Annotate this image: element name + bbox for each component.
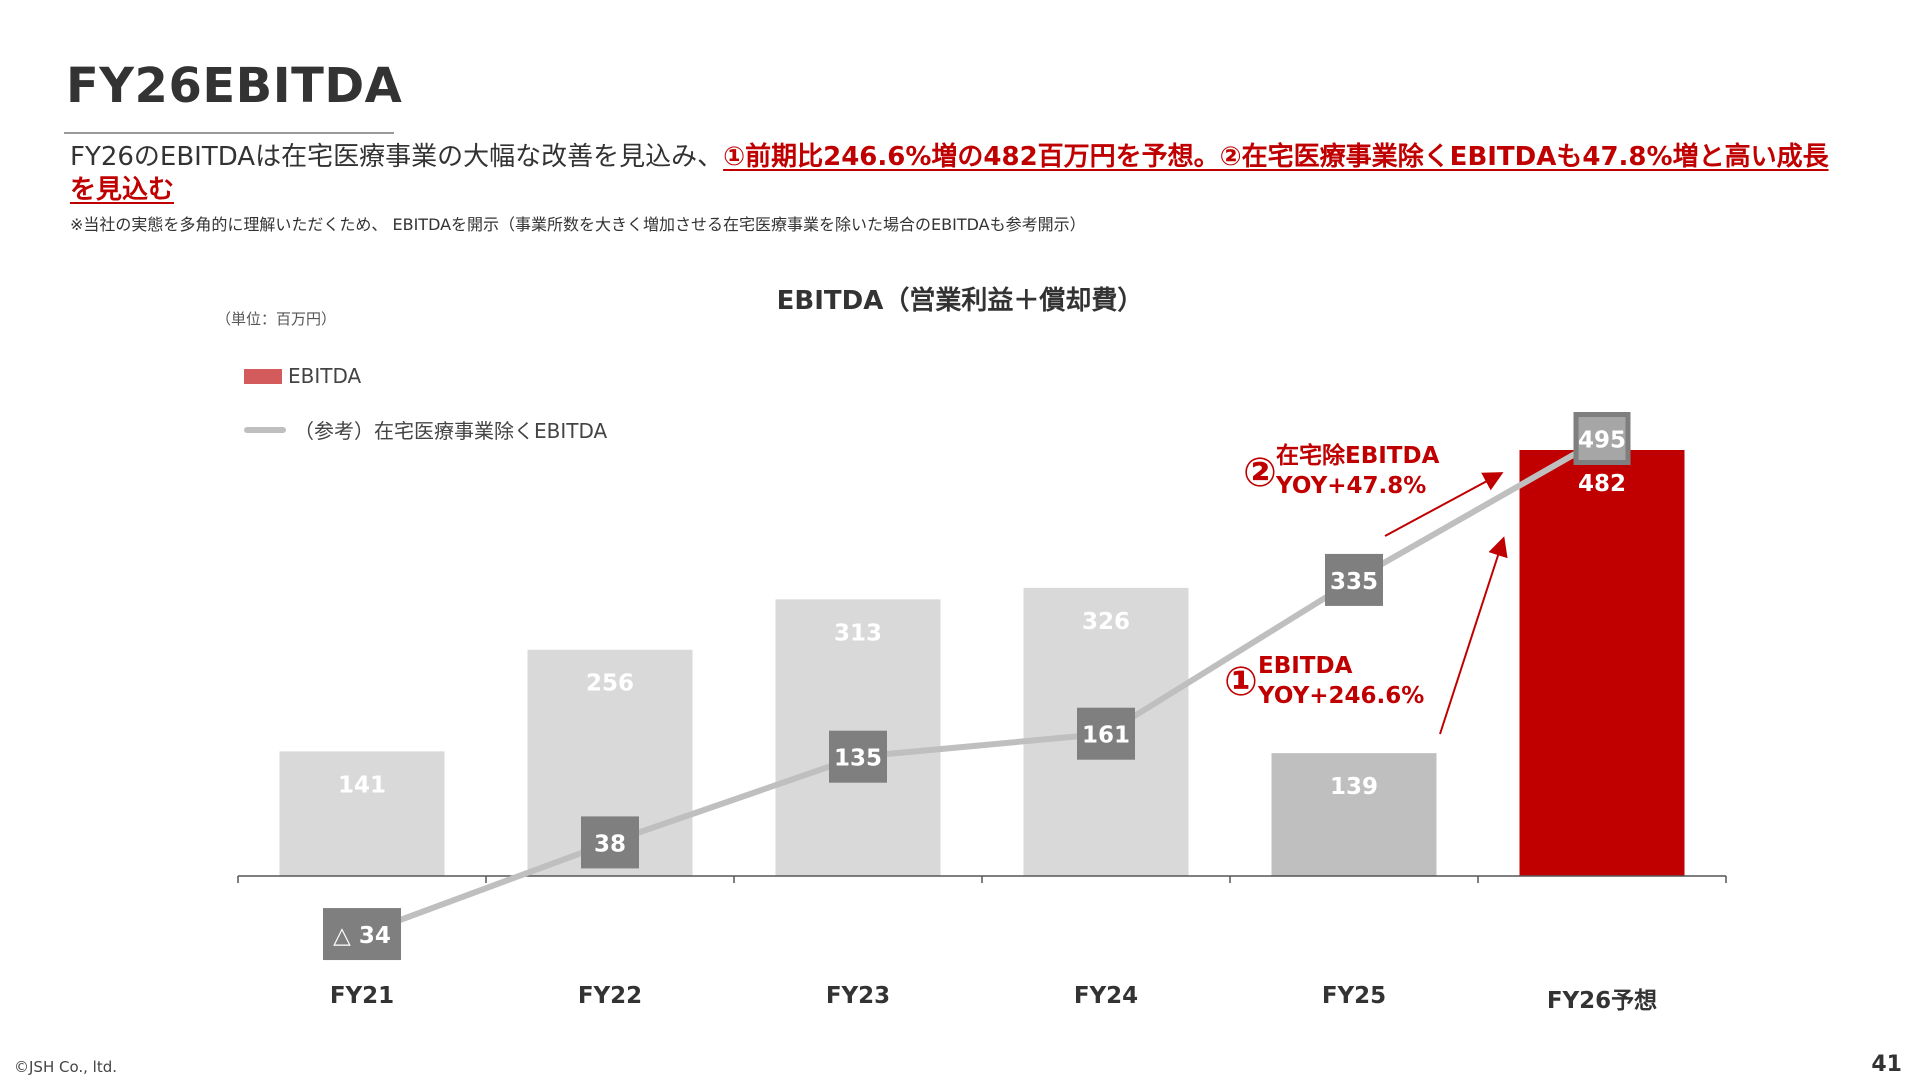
x-tick-label-FY24: FY24 — [1074, 983, 1138, 1009]
annotation-1-line2: YOY+246.6% — [1257, 683, 1424, 709]
bar-label-FY22: 256 — [586, 671, 634, 697]
chart-title: EBITDA（営業利益＋償却費） — [776, 286, 1144, 316]
title-divider — [64, 132, 394, 134]
lead-plain: FY26のEBITDAは在宅医療事業の大幅な改善を見込み、 — [70, 142, 724, 172]
marker-FY22 — [581, 816, 639, 869]
arrow-ebitda — [1439, 536, 1508, 735]
disclosure-note: ※当社の実態を多角的に理解いただくため、 EBITDAを開示（事業所数を大きく増… — [70, 215, 1086, 234]
bar-label-FY21: 141 — [338, 772, 386, 798]
bar-FY21 — [279, 751, 445, 876]
annotation-2-line1: 在宅除EBITDA — [1276, 442, 1440, 469]
annotation-2-line2: YOY+47.8% — [1275, 473, 1426, 499]
x-tick-label-FY21: FY21 — [330, 983, 394, 1009]
bar-label-FY26予想: 482 — [1578, 471, 1626, 497]
legend-label-ebitda: EBITDA — [288, 364, 362, 388]
copyright: ©JSH Co., ltd. — [14, 1058, 118, 1076]
lead-text: FY26のEBITDAは在宅医療事業の大幅な改善を見込み、①前期比246.6%増… — [70, 141, 1850, 207]
line-series-excl — [359, 435, 1605, 938]
x-tick-label-FY26予想: FY26予想 — [1547, 988, 1657, 1014]
legend-label-excl: （参考）在宅医療事業除くEBITDA — [294, 419, 608, 443]
bar-FY25 — [1271, 753, 1437, 876]
page-title: FY26EBITDA — [66, 58, 403, 114]
marker-label-FY26予想: 495 — [1578, 428, 1626, 454]
marker-FY25 — [1325, 553, 1383, 606]
marker-label-FY23: 135 — [834, 746, 882, 772]
legend-line-swatch — [244, 426, 286, 433]
x-tick-label-FY25: FY25 — [1322, 983, 1386, 1009]
x-tick-label-FY23: FY23 — [826, 983, 890, 1009]
marker-label-FY21: △ 34 — [333, 923, 391, 949]
arrow-excl — [1384, 472, 1504, 537]
marker-label-FY22: 38 — [594, 831, 626, 857]
legend-bar-swatch — [244, 368, 282, 384]
unit-label: （単位：百万円） — [216, 310, 337, 328]
annotation-1-line1: EBITDA — [1258, 653, 1353, 679]
marker-label-FY25: 335 — [1330, 569, 1378, 595]
bar-label-FY24: 326 — [1082, 609, 1130, 635]
marker-FY26予想 — [1573, 412, 1631, 466]
marker-label-FY24: 161 — [1082, 723, 1130, 749]
page-number: 41 — [1871, 1052, 1902, 1077]
lead-highlight: ①前期比246.6%増の482百万円を予想。②在宅医療事業除くEBITDAも47… — [70, 142, 1829, 205]
marker-FY24 — [1077, 707, 1135, 760]
annotation-1-number: ① — [1224, 659, 1258, 705]
annotation-2-number: ② — [1243, 450, 1277, 496]
marker-FY21 — [323, 908, 401, 961]
bar-label-FY25: 139 — [1330, 774, 1378, 800]
x-tick-label-FY22: FY22 — [578, 983, 642, 1009]
legend-item-ebitda: EBITDA — [244, 364, 361, 388]
bar-FY26予想 — [1519, 450, 1685, 876]
marker-FY23 — [829, 730, 887, 783]
bar-label-FY23: 313 — [834, 620, 882, 646]
legend-item-excl: （参考）在宅医療事業除くEBITDA — [244, 415, 607, 444]
